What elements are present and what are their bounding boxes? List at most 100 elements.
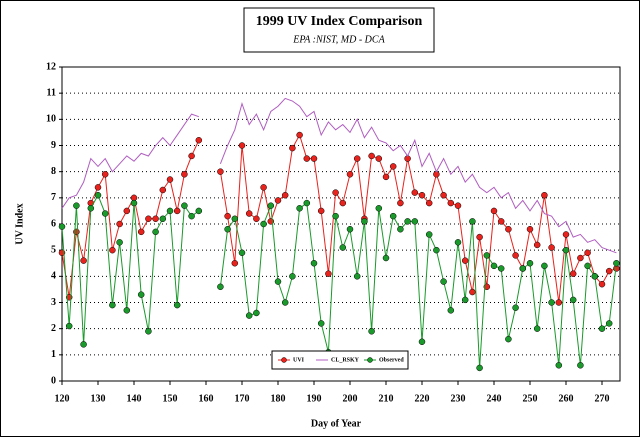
- data-point: [389, 163, 397, 170]
- data-point: [224, 225, 231, 233]
- data-point: [65, 322, 73, 330]
- data-point: [130, 199, 138, 207]
- data-point: [181, 202, 188, 209]
- data-point: [80, 341, 87, 348]
- data-point: [94, 191, 102, 199]
- data-point: [109, 301, 116, 309]
- data-point: [137, 228, 145, 236]
- data-point: [346, 225, 354, 233]
- data-point: [296, 131, 303, 139]
- x-tick-label: 270: [595, 393, 610, 404]
- data-point: [476, 233, 483, 241]
- data-point: [397, 199, 404, 207]
- data-point: [317, 320, 325, 327]
- data-point: [231, 260, 239, 267]
- data-point: [418, 338, 426, 345]
- data-point: [397, 225, 404, 233]
- data-point: [145, 328, 152, 335]
- data-point: [296, 205, 303, 212]
- data-point: [454, 202, 462, 209]
- data-point: [310, 260, 318, 267]
- series-line: [61, 194, 617, 368]
- y-tick-label: 2: [51, 323, 56, 334]
- data-point: [368, 328, 375, 335]
- data-point: [584, 262, 591, 270]
- data-point: [368, 152, 375, 160]
- y-tick-label: 0: [51, 375, 56, 386]
- data-point: [454, 239, 462, 246]
- data-point: [166, 207, 174, 215]
- data-point: [188, 212, 195, 220]
- data-point: [281, 191, 289, 199]
- data-point: [461, 257, 469, 264]
- data-point: [159, 215, 167, 223]
- data-point: [519, 265, 527, 272]
- data-point: [116, 239, 123, 246]
- data-point: [346, 171, 354, 178]
- data-point: [281, 299, 289, 306]
- data-point: [267, 202, 275, 209]
- data-point: [332, 189, 339, 196]
- data-point: [375, 155, 383, 162]
- data-point: [447, 199, 455, 207]
- data-point: [425, 199, 433, 207]
- x-tick-label: 260: [559, 393, 574, 404]
- x-tick-label: 180: [271, 393, 286, 404]
- x-tick-label: 200: [343, 393, 358, 404]
- data-point: [577, 362, 584, 369]
- x-tick-label: 190: [307, 393, 322, 404]
- data-point: [339, 199, 347, 207]
- data-point: [591, 273, 599, 280]
- data-point: [526, 225, 534, 233]
- data-point: [195, 207, 203, 215]
- x-tick-label: 230: [451, 393, 466, 404]
- data-point: [87, 205, 95, 212]
- data-point: [353, 273, 361, 280]
- data-point: [447, 307, 455, 314]
- x-axis-label: Day of Year: [311, 418, 362, 429]
- data-point: [353, 155, 361, 162]
- data-point: [339, 244, 347, 251]
- x-tick-label: 160: [199, 393, 214, 404]
- title-box: [243, 7, 435, 53]
- data-point: [555, 362, 563, 369]
- data-point: [274, 197, 282, 204]
- data-point: [303, 155, 311, 162]
- x-tick-label: 220: [415, 393, 430, 404]
- y-tick-label: 1: [51, 349, 56, 360]
- y-tick-label: 8: [51, 166, 56, 177]
- data-point: [325, 270, 332, 277]
- data-point: [533, 325, 541, 332]
- data-point: [361, 218, 368, 225]
- data-point: [433, 246, 440, 254]
- y-tick-label: 5: [51, 244, 56, 255]
- legend-label: CL_RSKY: [331, 357, 360, 363]
- x-tick-label: 150: [163, 393, 178, 404]
- data-point: [116, 220, 123, 228]
- x-tick-label: 120: [55, 393, 70, 404]
- data-point: [94, 184, 102, 191]
- x-tick-label: 170: [235, 393, 250, 404]
- y-tick-label: 4: [51, 271, 56, 282]
- x-tick-label: 240: [487, 393, 502, 404]
- data-point: [569, 296, 577, 304]
- y-axis-label: UV Index: [14, 203, 25, 244]
- data-point: [598, 280, 606, 288]
- data-point: [145, 215, 152, 223]
- data-point: [613, 260, 620, 267]
- data-point: [425, 231, 433, 238]
- y-tick-label: 12: [46, 61, 56, 72]
- data-point: [245, 312, 253, 319]
- data-point: [303, 199, 311, 207]
- data-point: [375, 205, 383, 212]
- data-point: [173, 207, 181, 215]
- data-point: [469, 218, 476, 225]
- data-point: [253, 215, 260, 223]
- data-point: [526, 260, 534, 267]
- data-point: [577, 254, 584, 262]
- data-point: [217, 168, 224, 175]
- x-tick-label: 130: [91, 393, 106, 404]
- data-point: [505, 335, 512, 343]
